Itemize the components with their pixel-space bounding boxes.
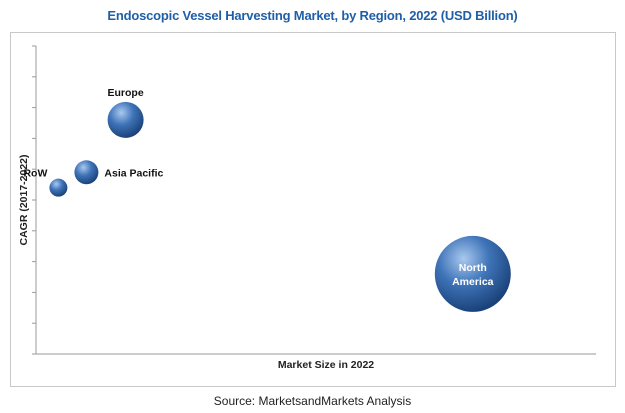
source-note: Source: MarketsandMarkets Analysis: [213, 394, 412, 408]
y-axis-label: CAGR (2017-2022): [18, 154, 30, 245]
chart-title: Endoscopic Vessel Harvesting Market, by …: [107, 8, 518, 23]
bubble-label-asia-pacific: Asia Pacific: [104, 167, 163, 179]
chart-frame: [10, 32, 616, 387]
bubble-label-europe: Europe: [108, 87, 144, 99]
bubbles: Europe Asia Pacific RoW North America: [23, 87, 511, 312]
bubble-label-row: RoW: [23, 168, 47, 180]
bubble-europe: [107, 101, 144, 138]
axes: Market Size in 2022 CAGR (2017-2022): [18, 45, 596, 371]
x-axis-label: Market Size in 2022: [278, 359, 374, 371]
bubble-label-north-america: North America: [452, 262, 494, 288]
bubble-asia-pacific: [74, 160, 99, 185]
bubble-row: [49, 178, 68, 197]
bubble-north-america: [434, 235, 511, 312]
